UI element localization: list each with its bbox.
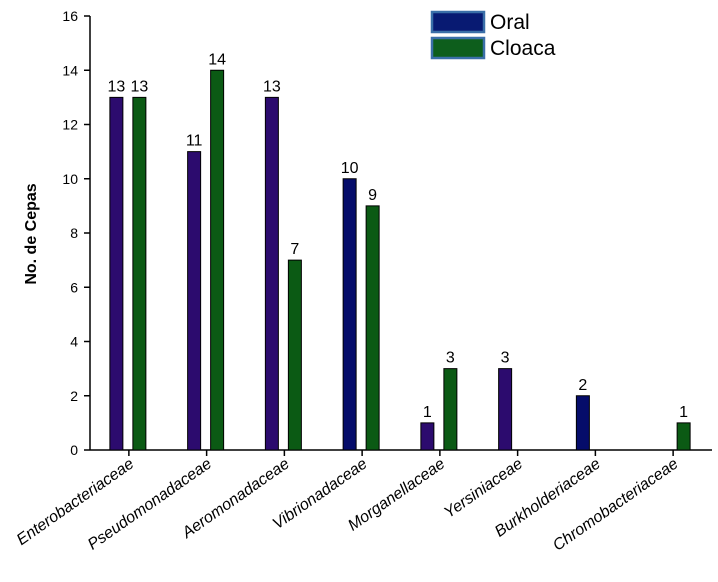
- y-axis-title: No. de Cepas: [23, 183, 40, 284]
- y-tick-label: 10: [62, 171, 78, 187]
- category-label: Chromobacteriaceae: [550, 455, 681, 554]
- bar-oral: [187, 151, 202, 451]
- bar-cloaca: [132, 96, 147, 451]
- legend-swatch-oral: [430, 10, 486, 34]
- bar-oral: [498, 368, 513, 451]
- data-label-oral: 13: [107, 78, 125, 95]
- data-label-oral: 10: [341, 160, 359, 177]
- y-tick-label: 2: [70, 388, 78, 404]
- bar-cloaca: [287, 259, 302, 451]
- legend-label-oral: Oral: [490, 11, 530, 34]
- bar-cloaca: [443, 368, 458, 451]
- y-tick-label: 14: [62, 62, 78, 78]
- y-tick-label: 4: [70, 334, 78, 350]
- y-tick-label: 12: [62, 117, 78, 133]
- bar-oral: [342, 178, 357, 451]
- data-label-cloaca: 1: [679, 404, 688, 421]
- bar-cloaca: [365, 205, 380, 451]
- data-label-cloaca: 13: [130, 78, 148, 95]
- data-label-oral: 1: [423, 404, 432, 421]
- y-tick-label: 6: [70, 279, 78, 295]
- data-label-oral: 3: [501, 350, 510, 367]
- y-tick-label: 8: [70, 225, 78, 241]
- bar-oral: [109, 96, 124, 451]
- data-label-cloaca: 9: [368, 187, 377, 204]
- bars: [109, 69, 691, 451]
- y-tick-label: 16: [62, 8, 78, 24]
- legend: Oral Cloaca: [430, 10, 556, 60]
- data-label-oral: 13: [263, 78, 281, 95]
- data-label-cloaca: 7: [290, 241, 299, 258]
- data-label-oral: 2: [578, 377, 587, 394]
- bar-oral: [264, 96, 279, 451]
- bar-cloaca: [210, 69, 225, 451]
- data-label-cloaca: 3: [446, 350, 455, 367]
- data-label-oral: 11: [186, 133, 203, 150]
- y-tick-label: 0: [70, 442, 78, 458]
- bar-cloaca: [676, 422, 691, 451]
- legend-swatch-cloaca: [430, 36, 486, 60]
- category-label: Pseudomonadaceae: [85, 455, 215, 553]
- bar-oral: [420, 422, 435, 451]
- bar-oral: [575, 395, 590, 451]
- legend-label-cloaca: Cloaca: [490, 37, 556, 60]
- data-label-cloaca: 14: [208, 51, 226, 68]
